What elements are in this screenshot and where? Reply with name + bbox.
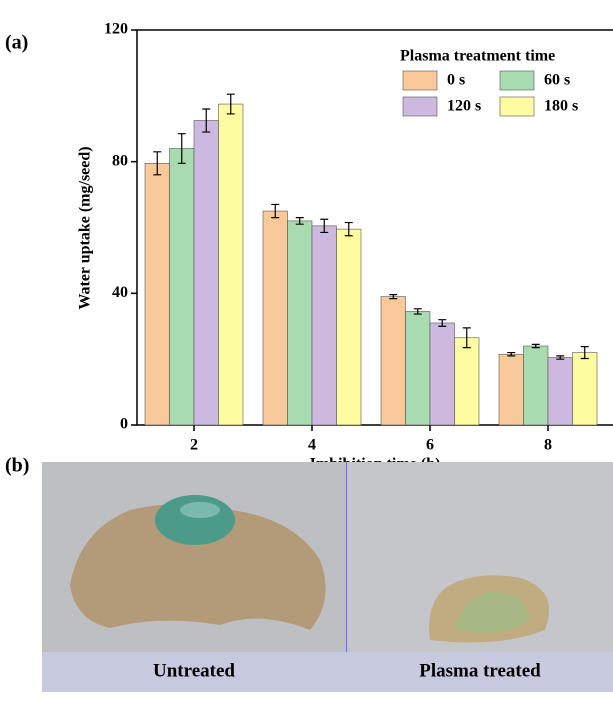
photos: Untreated Plasma treated bbox=[42, 462, 613, 692]
bar bbox=[170, 149, 195, 426]
legend-label: 180 s bbox=[544, 98, 578, 115]
bar bbox=[573, 353, 598, 425]
y-tick-label: 40 bbox=[112, 284, 128, 301]
panel-label: (a) bbox=[5, 32, 28, 54]
photo-caption: Untreated bbox=[153, 660, 235, 681]
bar bbox=[548, 358, 573, 425]
bar bbox=[145, 163, 170, 425]
y-tick-label: 0 bbox=[120, 416, 128, 433]
legend-label: 60 s bbox=[544, 72, 570, 89]
bar bbox=[263, 211, 288, 425]
bar bbox=[194, 121, 219, 425]
x-tick-label: 4 bbox=[308, 437, 316, 454]
panel-label: (b) bbox=[5, 455, 29, 477]
bar bbox=[381, 297, 406, 425]
bar bbox=[455, 338, 480, 425]
bar bbox=[337, 229, 362, 425]
x-tick-label: 6 bbox=[426, 437, 434, 454]
bar bbox=[524, 346, 549, 425]
photo-caption: Plasma treated bbox=[419, 660, 541, 681]
y-tick-label: 120 bbox=[104, 21, 128, 38]
legend-swatch bbox=[403, 97, 437, 116]
bar bbox=[312, 226, 337, 425]
bar bbox=[430, 323, 455, 425]
x-tick-label: 8 bbox=[544, 437, 552, 454]
legend-label: 120 s bbox=[447, 98, 481, 115]
legend-swatch bbox=[500, 71, 534, 90]
legend-label: 0 s bbox=[447, 72, 465, 89]
y-tick-label: 80 bbox=[112, 152, 128, 169]
figure: (a) (b) Imbibition time (h) Water uptake… bbox=[0, 0, 613, 711]
bar bbox=[288, 221, 313, 425]
bar bbox=[499, 354, 524, 425]
legend-swatch bbox=[500, 97, 534, 116]
bar bbox=[406, 311, 431, 425]
legend-title: Plasma treatment time bbox=[400, 48, 555, 65]
y-axis-label: Water uptake (mg/seed) bbox=[77, 146, 94, 309]
bar bbox=[219, 104, 244, 425]
legend-swatch bbox=[403, 71, 437, 90]
x-tick-label: 2 bbox=[190, 437, 198, 454]
